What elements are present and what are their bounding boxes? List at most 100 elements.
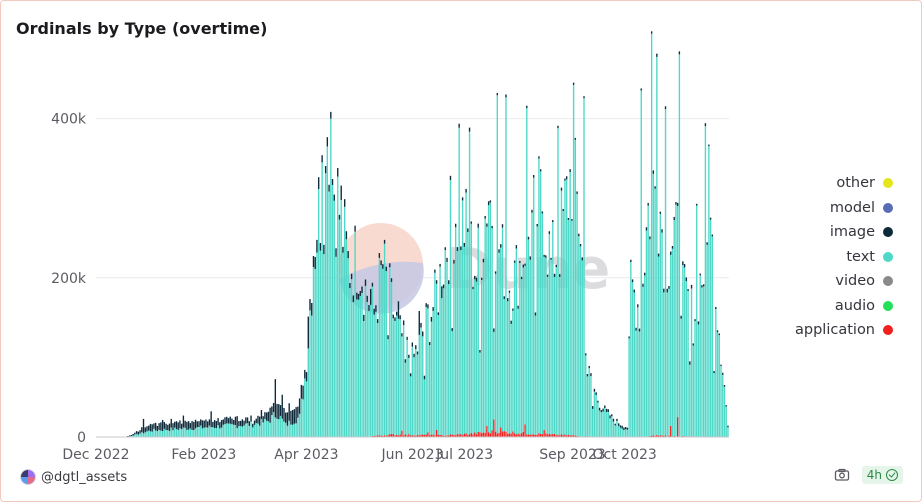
bar-image — [607, 409, 609, 412]
bar-image — [491, 225, 493, 229]
bar-text — [382, 268, 384, 436]
bar-image — [298, 398, 301, 414]
bar-text — [597, 402, 599, 437]
bar-image — [720, 364, 722, 366]
legend-item-text[interactable]: text — [753, 245, 893, 270]
author-link[interactable]: @dgtl_assets — [20, 469, 127, 485]
bar-application — [437, 434, 440, 437]
bar-text — [647, 205, 649, 437]
bar-image — [137, 431, 139, 435]
bar-text — [512, 310, 514, 432]
x-tick-label: Jun 2023 — [381, 447, 444, 463]
bar-text — [291, 424, 294, 437]
bar-text — [609, 418, 611, 437]
bar-application — [427, 432, 429, 437]
legend-item-other[interactable]: other — [753, 171, 893, 196]
bar-image — [141, 427, 143, 433]
bar-application — [534, 434, 537, 437]
bar-image — [456, 247, 459, 251]
bar-text — [711, 236, 714, 437]
bar-text — [442, 288, 445, 436]
bar-image — [278, 404, 280, 420]
bar-text — [290, 424, 292, 437]
bar-application — [512, 431, 514, 437]
bar-image — [510, 320, 512, 324]
x-tick-label: Feb 2023 — [171, 447, 236, 463]
bar-application — [449, 434, 452, 437]
bar-text — [255, 422, 257, 437]
bar-image — [382, 264, 384, 269]
bar-text — [352, 302, 355, 437]
bar-image — [564, 178, 566, 181]
bar-image — [574, 137, 577, 140]
bar-text — [545, 257, 547, 434]
bar-image — [448, 280, 450, 285]
bar-text — [387, 339, 389, 435]
bar-image — [314, 257, 316, 269]
bar-image — [585, 353, 587, 356]
bar-image — [715, 306, 717, 310]
bar-image — [378, 253, 381, 258]
bar-text — [316, 252, 318, 437]
bar-text — [505, 97, 507, 432]
legend-item-model[interactable]: model — [753, 196, 893, 221]
bar-image — [416, 351, 419, 355]
refresh-badge[interactable]: 4h — [861, 466, 903, 484]
bar-text — [727, 427, 729, 437]
bar-text — [319, 250, 322, 437]
bar-image — [243, 420, 245, 426]
bar-image — [135, 431, 138, 434]
bar-image — [363, 314, 365, 322]
bar-text — [460, 250, 462, 434]
bar-image — [186, 421, 188, 430]
bar-text — [715, 309, 717, 437]
avatar-icon — [20, 469, 36, 485]
bar-image — [413, 353, 415, 358]
bar-text — [718, 335, 720, 437]
legend-item-image[interactable]: image — [753, 220, 893, 245]
bar-text — [406, 339, 408, 436]
bar-image — [709, 217, 712, 220]
bar-text — [697, 324, 700, 437]
legend-item-application[interactable]: application — [753, 318, 893, 343]
bar-text — [394, 320, 396, 436]
camera-icon[interactable] — [834, 467, 850, 483]
bar-text — [212, 427, 214, 437]
bar-text — [723, 386, 726, 437]
bar-image — [708, 144, 710, 147]
legend-item-video[interactable]: video — [753, 269, 893, 294]
bar-text — [165, 430, 167, 437]
legend-item-audio[interactable]: audio — [753, 294, 893, 319]
author-name[interactable]: @dgtl_assets — [41, 469, 128, 485]
bar-text — [220, 427, 223, 437]
bar-image — [297, 406, 299, 418]
bar-text — [340, 199, 342, 437]
bar-application — [487, 432, 490, 437]
bar-image — [647, 202, 649, 206]
bar-image — [498, 249, 500, 253]
bar-text — [392, 318, 394, 435]
bar-image — [649, 236, 651, 240]
bar-text — [380, 265, 382, 436]
bar-text — [180, 429, 183, 437]
bar-image — [262, 416, 264, 423]
bar-image — [694, 319, 696, 322]
bar-text — [722, 374, 724, 437]
bar-text — [585, 355, 587, 437]
bar-text — [399, 319, 401, 435]
bar-image — [290, 410, 292, 425]
bar-image — [697, 321, 700, 325]
bar-application — [524, 424, 526, 437]
bar-text — [224, 424, 226, 437]
bar-image — [704, 123, 707, 127]
bar-image — [711, 234, 714, 237]
bar-text — [297, 417, 299, 437]
bar-image — [642, 283, 644, 287]
bar-text — [167, 430, 169, 437]
bar-text — [498, 252, 500, 433]
bar-image — [344, 199, 346, 207]
bar-text — [137, 434, 139, 437]
bar-image — [555, 264, 557, 268]
bar-image — [626, 427, 629, 430]
